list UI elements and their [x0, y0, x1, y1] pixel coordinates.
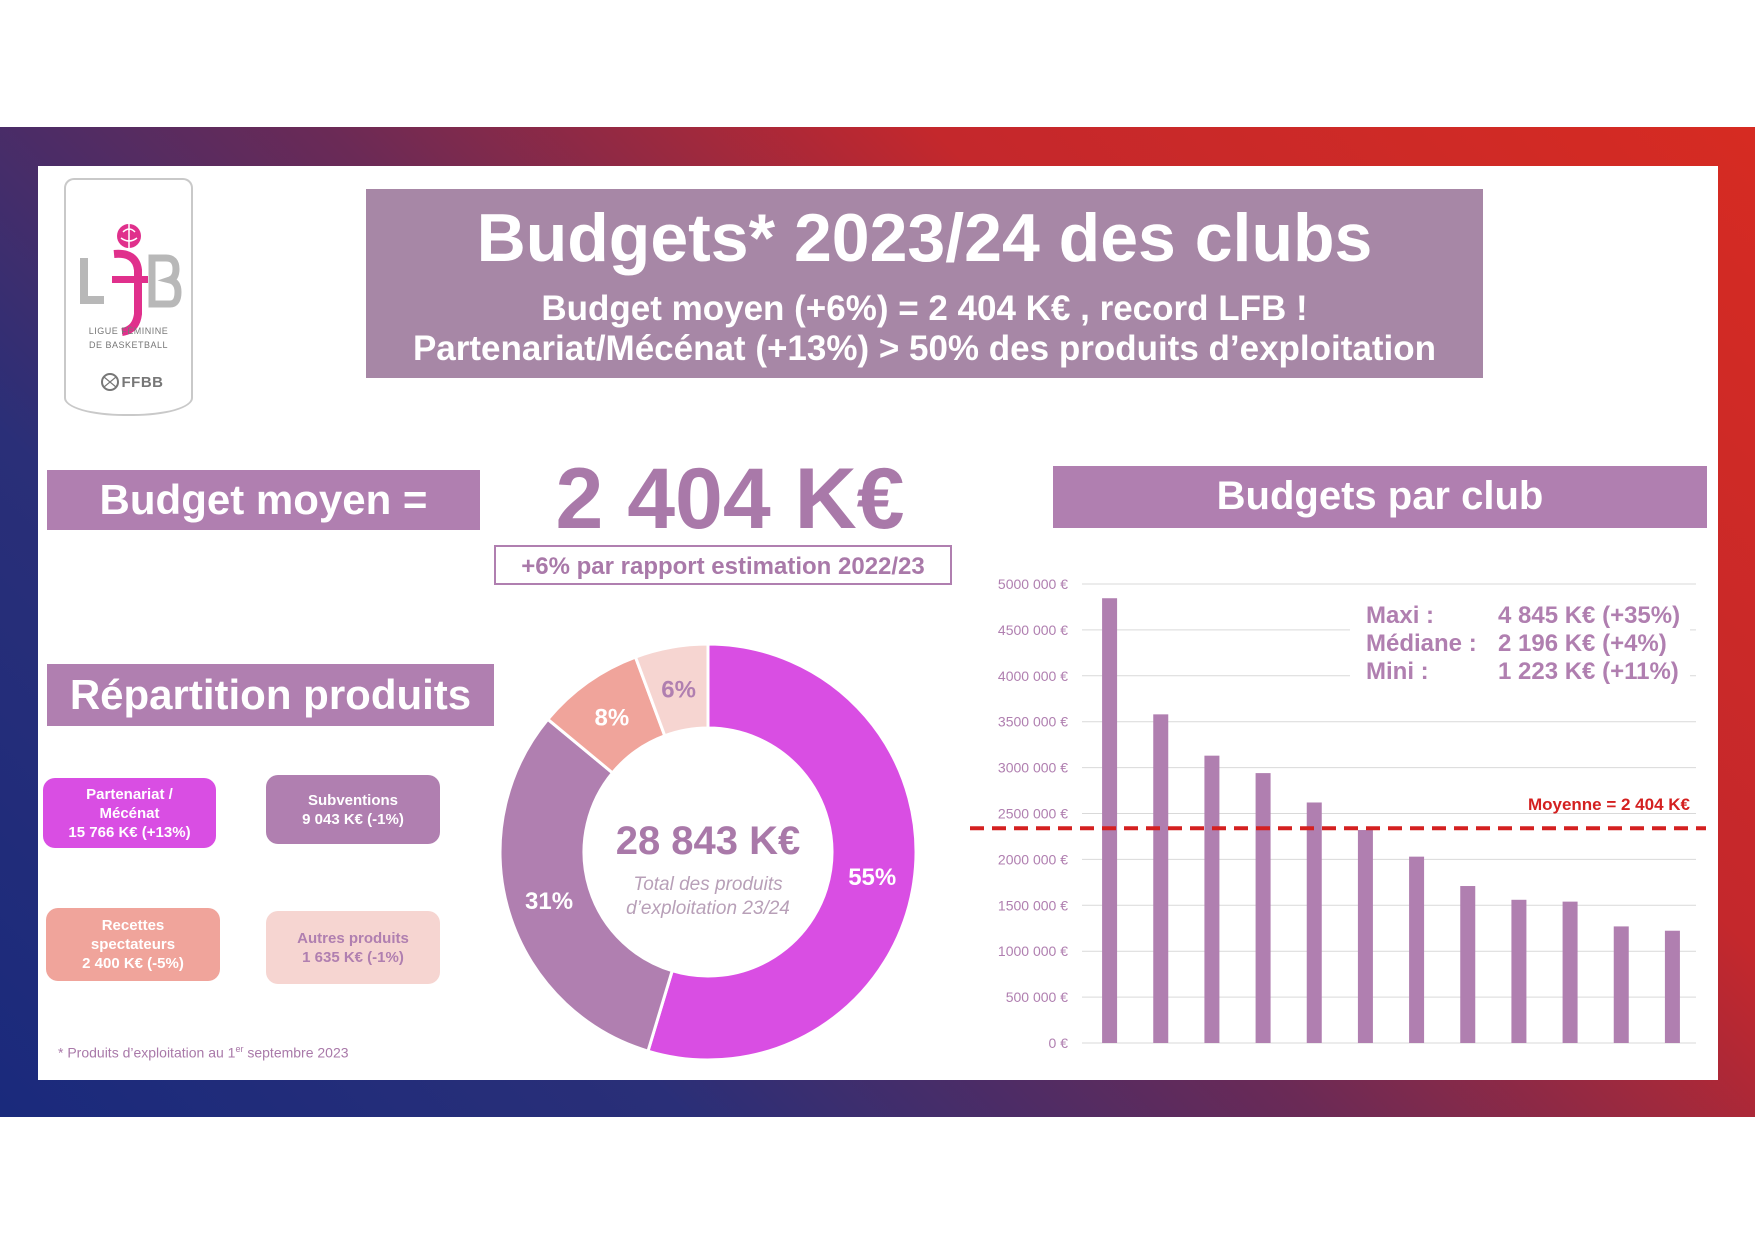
lfb-logo-mark: [80, 224, 182, 391]
stat-name: Maxi :: [1366, 602, 1434, 629]
donut-slice: [633, 642, 710, 738]
donut-slice-label: 6%: [661, 677, 696, 704]
subtitle-line2: Partenariat/Mécénat (+13%) > 50% des pro…: [412, 329, 1437, 368]
stat-value: 1 223 K€ (+11%): [1498, 658, 1679, 685]
legend-partenariat-line3: 15 766 K€ (+13%): [68, 823, 191, 841]
footnote: * Produits d’exploitation au 1er septemb…: [58, 1044, 349, 1061]
legend-autres-line2: 1 635 K€ (-1%): [302, 948, 404, 966]
average-label: Moyenne = 2 404 K€: [1528, 795, 1691, 814]
donut-chart: 55% 31% 8% 6% 28 843 K€ Total des produits d’e…: [498, 642, 918, 1062]
bar: [1102, 598, 1118, 1043]
repartition-label: Répartition produits: [47, 664, 494, 726]
y-tick-label: 2500 000 €: [998, 806, 1068, 822]
bar: [1409, 856, 1425, 1043]
legend-recettes: Recettes spectateurs 2 400 K€ (-5%): [46, 908, 220, 981]
donut-total: 28 843 K€: [616, 819, 801, 863]
budgets-par-club-label: Budgets par club: [1053, 466, 1707, 528]
logo-federation: FFBB: [121, 374, 164, 391]
legend-subventions-line1: Subventions: [307, 791, 398, 809]
donut-slice-label: 55%: [848, 864, 896, 891]
page-title: Budgets* 2023/24 des clubs: [476, 200, 1373, 276]
stat-value: 4 845 K€ (+35%): [1498, 602, 1680, 629]
donut-slice-label: 31%: [525, 888, 573, 915]
donut-caption-line1: Total des produits: [633, 874, 783, 895]
bar-chart: 0 € 500 000 € 1000 000 € 1500 000 € 2000 000…: [970, 576, 1706, 1051]
donut-slice: [646, 642, 918, 1062]
stat-value: 2 196 K€ (+4%): [1498, 630, 1667, 657]
footnote-sup: er: [235, 1044, 244, 1054]
y-tick-label: 0 €: [1049, 1035, 1069, 1051]
bar: [1562, 901, 1578, 1043]
title-banner: Budgets* 2023/24 des clubs Budget moyen …: [366, 189, 1483, 378]
legend-autres-line1: Autres produits: [297, 929, 409, 947]
legend-autres: Autres produits 1 635 K€ (-1%): [266, 911, 440, 984]
y-tick-label: 1500 000 €: [998, 897, 1068, 913]
logo-line1: LIGUE FÉMININE: [88, 326, 169, 336]
bar: [1460, 886, 1476, 1043]
footnote-after: septembre 2023: [243, 1044, 349, 1061]
subtitle-line1: Budget moyen (+6%) = 2 404 K€ , record L…: [541, 289, 1308, 328]
donut-slice: [498, 717, 675, 1054]
legend-recettes-line1: Recettes: [101, 917, 165, 934]
legend-partenariat-line2: Mécénat: [99, 804, 160, 822]
y-tick-label: 3000 000 €: [998, 760, 1068, 776]
budget-moyen-label: Budget moyen =: [47, 470, 480, 530]
donut-slice-label: 8%: [595, 705, 630, 732]
legend-recettes-line3: 2 400 K€ (-5%): [82, 955, 184, 972]
donut-caption-line2: d’exploitation 23/24: [626, 898, 790, 919]
y-tick-label: 5000 000 €: [998, 576, 1068, 592]
bar: [1664, 930, 1680, 1043]
logo-line2: DE BASKETBALL: [88, 340, 169, 350]
bar: [1204, 755, 1220, 1043]
legend-subventions-line2: 9 043 K€ (-1%): [302, 810, 404, 828]
y-tick-label: 2000 000 €: [998, 851, 1068, 867]
stat-name: Mini :: [1366, 658, 1429, 685]
bar: [1357, 830, 1373, 1043]
bar: [1306, 802, 1322, 1043]
bar: [1255, 773, 1271, 1043]
y-tick-label: 3500 000 €: [998, 714, 1068, 730]
stats-box: [1350, 598, 1690, 684]
legend-partenariat: Partenariat / Mécénat 15 766 K€ (+13%): [43, 778, 216, 848]
legend-partenariat-line1: Partenariat /: [86, 785, 173, 803]
footnote-text: * Produits d’exploitation au 1: [58, 1044, 236, 1061]
y-tick-label: 1000 000 €: [998, 943, 1068, 959]
budget-moyen-comparison: +6% par rapport estimation 2022/23: [494, 545, 952, 585]
lfb-logo: LIGUE FÉMININE DE BASKETBALL FFBB: [64, 178, 193, 416]
y-tick-label: 4000 000 €: [998, 668, 1068, 684]
bar: [1613, 926, 1629, 1043]
y-tick-label: 4500 000 €: [998, 622, 1068, 638]
bar: [1153, 714, 1169, 1043]
bar: [1511, 899, 1527, 1043]
legend-subventions: Subventions 9 043 K€ (-1%): [266, 775, 440, 844]
y-tick-label: 500 000 €: [1006, 989, 1068, 1005]
stat-name: Médiane :: [1366, 630, 1477, 657]
legend-recettes-line2: spectateurs: [90, 936, 176, 953]
budget-moyen-value: 2 404 K€: [555, 451, 905, 547]
